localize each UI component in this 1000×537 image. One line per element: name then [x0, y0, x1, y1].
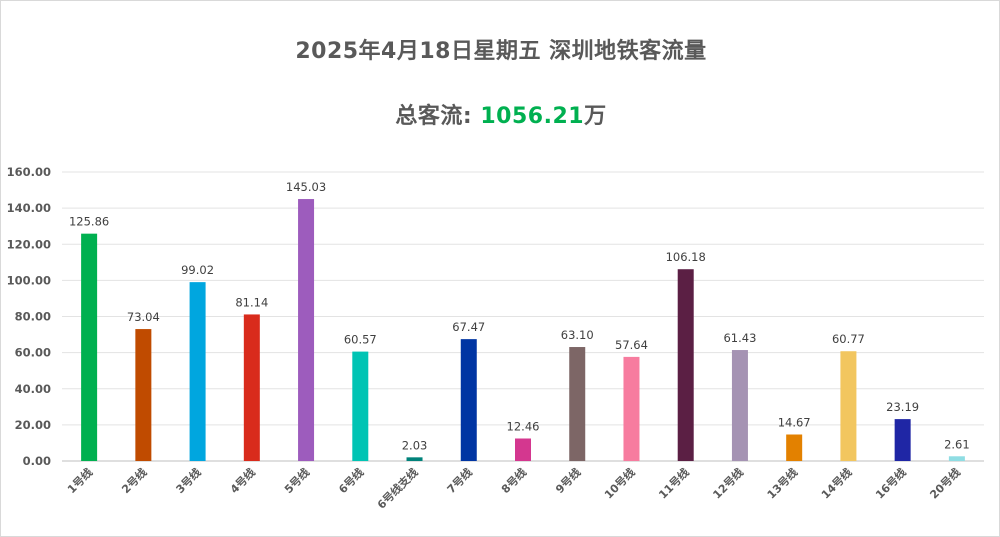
data-label: 81.14	[235, 295, 268, 309]
y-tick-label: 0.00	[23, 454, 51, 468]
data-label: 14.67	[778, 416, 811, 430]
bar	[515, 438, 531, 461]
x-tick-label: 7号线	[444, 465, 475, 496]
bar	[135, 329, 152, 461]
x-tick-label: 5号线	[281, 465, 312, 496]
y-tick-label: 140.00	[7, 201, 51, 215]
bar	[569, 347, 586, 461]
x-tick-label: 4号线	[227, 465, 258, 496]
data-label: 106.18	[666, 250, 706, 264]
bar	[786, 434, 803, 461]
bar	[894, 419, 911, 461]
bar	[460, 339, 477, 461]
x-tick-label: 6号线支线	[374, 465, 420, 511]
bar	[840, 351, 857, 461]
x-tick-label: 8号线	[498, 465, 529, 496]
data-label: 2.61	[944, 437, 970, 451]
y-tick-label: 120.00	[7, 237, 51, 251]
x-tick-label: 10号线	[601, 465, 637, 501]
data-label: 60.57	[344, 333, 377, 347]
x-tick-label: 14号线	[818, 465, 854, 501]
data-label: 23.19	[886, 400, 919, 414]
bar	[352, 351, 369, 461]
total-value: 1056.21	[480, 104, 585, 129]
x-tick-label: 6号线	[336, 465, 367, 496]
x-tick-label: 9号线	[552, 465, 583, 496]
x-tick-label: 20号线	[927, 465, 963, 501]
bar	[243, 314, 260, 461]
data-label: 60.77	[832, 332, 865, 346]
bar	[189, 282, 206, 461]
y-tick-label: 60.00	[15, 346, 51, 360]
total-unit: 万	[584, 104, 607, 129]
data-label: 57.64	[615, 338, 648, 352]
total-prefix: 总客流:	[395, 104, 481, 129]
y-tick-label: 160.00	[7, 165, 51, 179]
bar	[81, 233, 98, 461]
bar	[677, 269, 694, 461]
chart-subtitle: 总客流: 1056.21万	[1, 98, 1000, 130]
x-tick-label: 11号线	[656, 465, 692, 501]
x-tick-label: 13号线	[764, 465, 800, 501]
data-label: 99.02	[181, 263, 214, 277]
y-tick-label: 80.00	[15, 310, 51, 324]
y-tick-label: 40.00	[15, 382, 51, 396]
bar	[948, 456, 965, 461]
bar	[731, 350, 748, 461]
x-tick-label: 12号线	[710, 465, 746, 501]
data-label: 61.43	[723, 331, 756, 345]
bar	[406, 457, 423, 461]
data-label: 67.47	[452, 320, 485, 334]
x-tick-label: 16号线	[872, 465, 908, 501]
x-tick-label: 1号线	[64, 465, 95, 496]
chart-title: 2025年4月18日星期五 深圳地铁客流量	[295, 39, 707, 64]
bar	[298, 199, 315, 462]
bar	[623, 356, 640, 461]
data-label: 73.04	[127, 310, 160, 324]
data-label: 63.10	[561, 328, 594, 342]
y-tick-label: 20.00	[15, 418, 51, 432]
data-label: 125.86	[69, 215, 109, 229]
data-label: 2.03	[402, 438, 428, 452]
data-label: 145.03	[286, 180, 326, 194]
x-tick-label: 2号线	[119, 465, 150, 496]
x-tick-label: 3号线	[173, 465, 204, 496]
data-label: 12.46	[507, 419, 540, 433]
y-tick-label: 100.00	[7, 273, 51, 287]
